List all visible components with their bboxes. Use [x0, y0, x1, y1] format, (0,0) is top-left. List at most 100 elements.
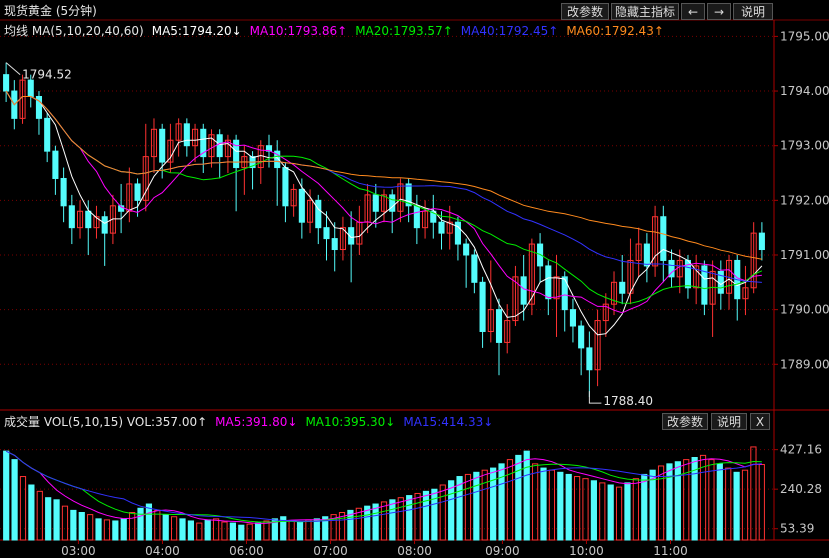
candle-body: [93, 216, 100, 229]
candle-body: [101, 216, 108, 234]
candle-body: [265, 145, 273, 152]
ma20-value: MA20:1793.57↑: [355, 24, 453, 38]
volume-bar: [11, 459, 18, 541]
candle-body: [372, 194, 379, 212]
volume-bar: [649, 469, 656, 541]
candle-body: [610, 281, 618, 305]
high-pointer: [5, 62, 21, 76]
volume-bar: [212, 518, 220, 541]
candle-body: [167, 139, 174, 163]
time-tick-label: 11:00: [653, 544, 688, 558]
candle-body: [471, 254, 478, 283]
candle-body: [159, 128, 166, 163]
volume-bar: [145, 503, 153, 541]
candle-body: [60, 177, 67, 207]
volume-bar: [204, 519, 211, 541]
candle-body: [307, 199, 314, 223]
high-annotation: 1794.52: [22, 68, 72, 82]
volume-bar: [355, 507, 362, 541]
volume-bar: [758, 463, 765, 541]
candle-body: [487, 309, 494, 332]
volume-bar: [330, 514, 337, 541]
ma40-value: MA40:1792.45↑: [460, 24, 559, 38]
volume-bar: [691, 457, 698, 541]
volume-bar: [666, 463, 673, 541]
volume-bar: [741, 469, 749, 541]
volume-bar: [498, 463, 505, 541]
candle-body: [652, 216, 659, 267]
volume-bar: [78, 512, 85, 541]
volume-bar: [532, 463, 539, 541]
time-tick-label: 08:00: [397, 544, 432, 558]
time-tick-label: 09:00: [485, 544, 520, 558]
volume-bar: [246, 523, 253, 541]
volume-bar: [439, 484, 446, 541]
candle-body: [537, 243, 544, 267]
volume-bar: [254, 522, 262, 541]
volume-legend: 成交量 VOL(5,10,15) VOL:357.00↑ MA5:391.80↓ M…: [4, 414, 501, 430]
volume-bar: [515, 454, 522, 541]
volume-bar: [263, 520, 270, 541]
candle-body: [578, 325, 585, 349]
ma60-line: [5, 90, 763, 260]
candle-body: [290, 188, 297, 207]
volume-bar: [582, 478, 589, 541]
volume-bar: [699, 454, 707, 541]
price-tick-label: 1795.00: [780, 29, 829, 43]
volume-bar: [523, 450, 530, 541]
candle-body: [528, 243, 535, 305]
candle-body: [216, 134, 223, 158]
volume-bar: [708, 459, 715, 541]
volume-bar: [750, 446, 757, 541]
volume-bar: [397, 497, 404, 541]
volume-bar: [481, 469, 488, 541]
price-tick-label: 1794.00: [780, 84, 829, 98]
candle-body: [85, 210, 92, 229]
hide-indicator-button[interactable]: 隐藏主指标: [611, 3, 679, 20]
next-arrow-button[interactable]: →: [707, 3, 731, 20]
candle-body: [389, 194, 396, 212]
vol-help-button[interactable]: 说明: [711, 413, 747, 430]
volume-bar: [171, 516, 178, 541]
modify-params-button[interactable]: 改参数: [561, 3, 609, 20]
volume-bar: [338, 512, 346, 541]
candle-body: [224, 139, 231, 158]
candle-body: [315, 199, 322, 229]
candle-body: [126, 183, 133, 212]
candle-body: [446, 221, 453, 234]
candle-body: [758, 232, 765, 251]
candle-body: [282, 167, 289, 207]
candle-body: [520, 276, 527, 305]
candle-body: [44, 117, 51, 152]
candle-body: [233, 139, 240, 169]
volume-bar: [657, 465, 665, 541]
candle-body: [192, 128, 199, 147]
candle-body: [750, 232, 757, 289]
volume-bar: [322, 516, 329, 541]
volume-bar: [372, 503, 379, 541]
candle-body: [693, 265, 700, 289]
volume-bar: [187, 520, 195, 541]
candle-body: [397, 183, 404, 212]
low-annotation: 1788.40: [603, 394, 653, 408]
candle-body: [701, 265, 708, 305]
candle-body: [668, 259, 675, 278]
volume-bar: [406, 495, 413, 541]
candle-body: [430, 210, 437, 223]
candle-body: [348, 227, 355, 245]
volume-bar: [725, 467, 732, 541]
candle-body: [594, 320, 601, 371]
vol-modify-params-button[interactable]: 改参数: [662, 413, 708, 430]
volume-bar: [565, 473, 572, 541]
vol-ma10-value: MA10:395.30↓: [305, 415, 396, 429]
vol-label: 成交量 VOL(5,10,15) VOL:357.00↑: [4, 415, 208, 429]
candle-body: [323, 227, 330, 240]
candle-body: [422, 210, 429, 229]
volume-bar: [590, 480, 597, 541]
vol-close-button[interactable]: X: [750, 413, 770, 430]
volume-bar: [271, 518, 278, 541]
prev-arrow-button[interactable]: ←: [681, 3, 705, 20]
volume-bar: [733, 471, 740, 541]
volume-bar: [380, 501, 388, 541]
help-button[interactable]: 说明: [733, 3, 773, 20]
